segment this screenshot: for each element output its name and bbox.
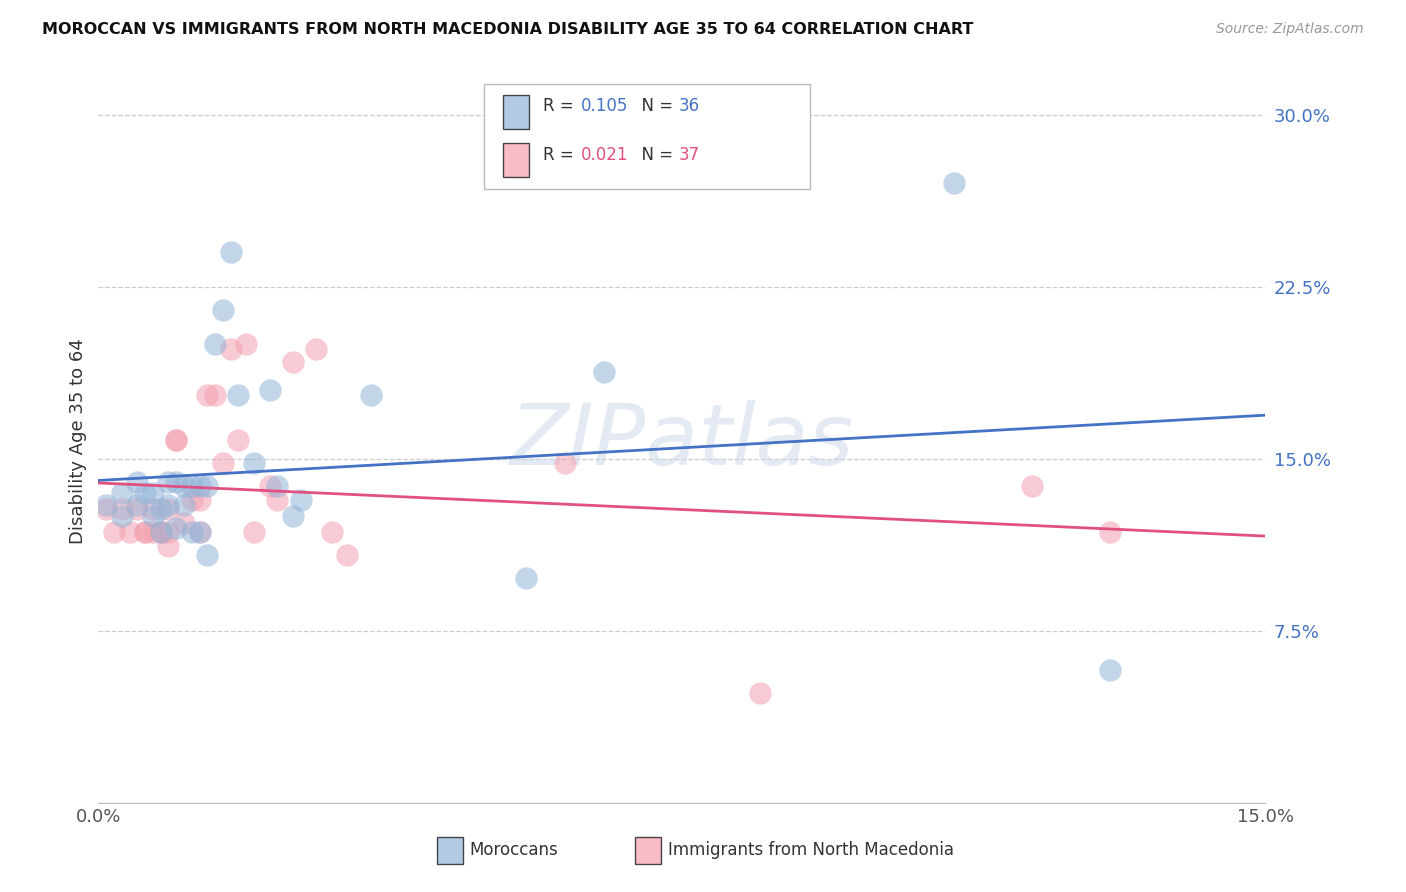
Point <box>281 509 304 524</box>
Point <box>149 525 172 540</box>
Point <box>235 337 257 351</box>
Text: 36: 36 <box>679 97 700 115</box>
Point <box>188 525 211 540</box>
Point <box>195 479 218 493</box>
Point <box>1098 663 1121 677</box>
Point <box>204 337 226 351</box>
Text: 37: 37 <box>679 145 700 164</box>
Point <box>149 502 172 516</box>
Point <box>554 456 576 470</box>
Point <box>134 525 156 540</box>
Text: Immigrants from North Macedonia: Immigrants from North Macedonia <box>668 841 953 859</box>
Point <box>173 516 195 530</box>
Point <box>173 498 195 512</box>
Text: Moroccans: Moroccans <box>470 841 558 859</box>
Y-axis label: Disability Age 35 to 64: Disability Age 35 to 64 <box>69 339 87 544</box>
Point <box>212 302 235 317</box>
Point <box>515 571 537 585</box>
FancyBboxPatch shape <box>484 84 810 189</box>
Point <box>188 479 211 493</box>
Point <box>127 475 149 489</box>
Point <box>96 498 118 512</box>
Point <box>336 548 359 562</box>
Point <box>204 387 226 401</box>
Point <box>321 525 343 540</box>
Point <box>127 502 149 516</box>
Point <box>142 486 165 500</box>
Point <box>195 387 218 401</box>
Text: 0.021: 0.021 <box>581 145 628 164</box>
Text: ZIPatlas: ZIPatlas <box>510 400 853 483</box>
Point <box>149 525 172 540</box>
Point <box>188 493 211 508</box>
Point <box>305 342 328 356</box>
Point <box>281 355 304 369</box>
Point <box>195 548 218 562</box>
Point <box>360 387 382 401</box>
Point <box>219 342 242 356</box>
Text: N =: N = <box>630 145 678 164</box>
Point <box>157 502 180 516</box>
Point <box>266 493 288 508</box>
Point <box>1098 525 1121 540</box>
Text: Source: ZipAtlas.com: Source: ZipAtlas.com <box>1216 22 1364 37</box>
Point <box>134 525 156 540</box>
Point <box>165 434 187 448</box>
Point <box>96 502 118 516</box>
FancyBboxPatch shape <box>503 95 529 129</box>
Point <box>266 479 288 493</box>
Point <box>180 525 202 540</box>
Point <box>165 475 187 489</box>
Point <box>219 245 242 260</box>
Point <box>142 509 165 524</box>
FancyBboxPatch shape <box>437 837 463 864</box>
Point <box>103 525 125 540</box>
Point <box>188 525 211 540</box>
Point <box>165 520 187 534</box>
Text: 0.105: 0.105 <box>581 97 627 115</box>
Point <box>118 525 141 540</box>
Point <box>149 525 172 540</box>
Point <box>259 383 281 397</box>
Point <box>134 486 156 500</box>
Text: R =: R = <box>543 97 579 115</box>
Point <box>243 525 266 540</box>
Point <box>173 479 195 493</box>
Point <box>228 387 250 401</box>
Point <box>142 525 165 540</box>
Point <box>943 177 966 191</box>
FancyBboxPatch shape <box>636 837 661 864</box>
Text: R =: R = <box>543 145 579 164</box>
Point <box>165 434 187 448</box>
Point <box>127 498 149 512</box>
Point <box>212 456 235 470</box>
Text: N =: N = <box>630 97 678 115</box>
Point <box>157 539 180 553</box>
Point <box>243 456 266 470</box>
Point <box>1021 479 1043 493</box>
Point <box>748 686 770 700</box>
FancyBboxPatch shape <box>503 143 529 178</box>
Point <box>157 475 180 489</box>
Point <box>157 525 180 540</box>
Point <box>111 509 134 524</box>
Point <box>290 493 312 508</box>
Point <box>157 498 180 512</box>
Point <box>180 493 202 508</box>
Point <box>228 434 250 448</box>
Point <box>593 365 616 379</box>
Point <box>142 502 165 516</box>
Point <box>111 502 134 516</box>
Text: MOROCCAN VS IMMIGRANTS FROM NORTH MACEDONIA DISABILITY AGE 35 TO 64 CORRELATION : MOROCCAN VS IMMIGRANTS FROM NORTH MACEDO… <box>42 22 973 37</box>
Point <box>180 479 202 493</box>
Point <box>111 486 134 500</box>
Point <box>259 479 281 493</box>
